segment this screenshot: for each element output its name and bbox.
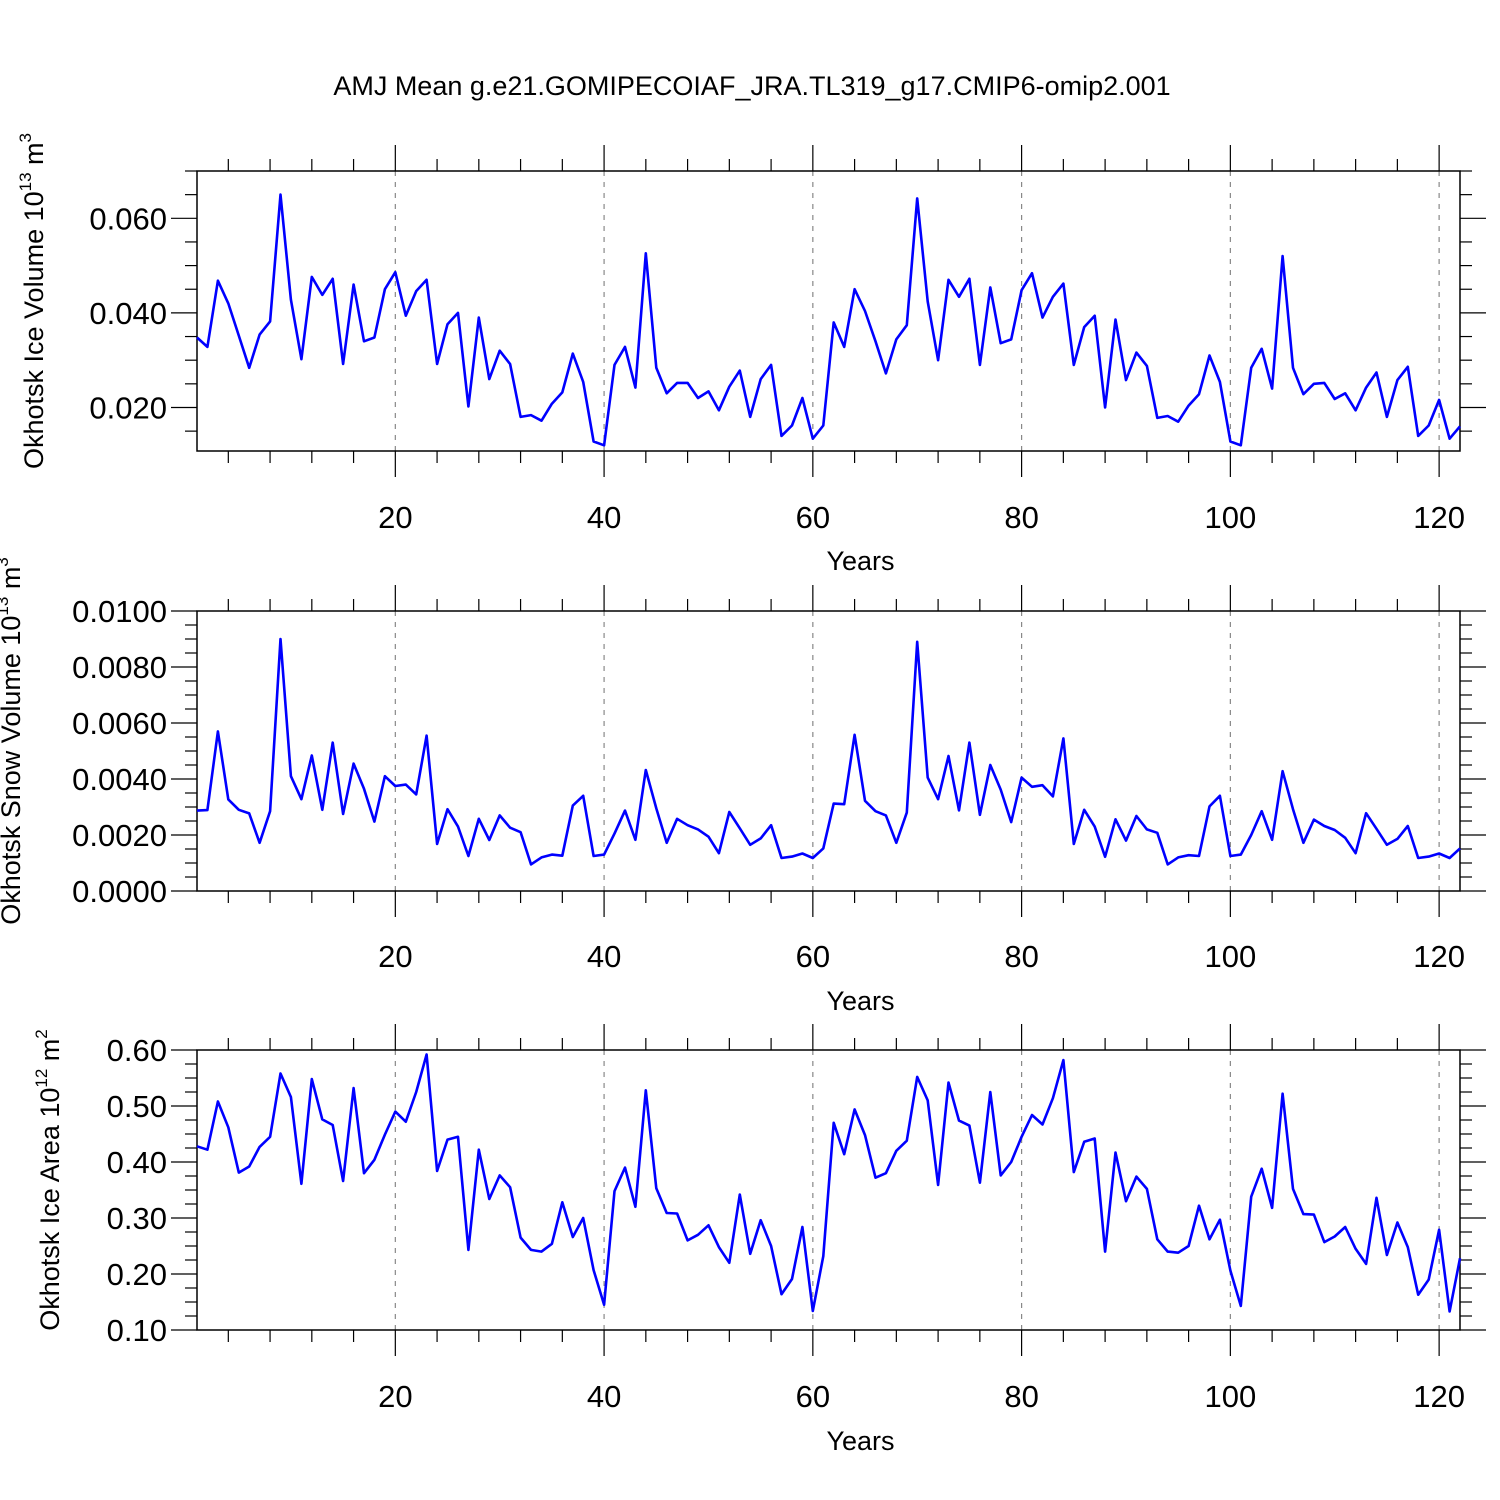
y-axis-label-main: Okhotsk Ice Volume 10 xyxy=(19,191,49,469)
x-tick-label: 80 xyxy=(1004,1379,1038,1414)
y-tick-label: 0.040 xyxy=(89,296,167,331)
x-axis-label: Years xyxy=(826,546,894,576)
y-axis-label-exponent: 13 xyxy=(0,597,12,616)
plot-frame xyxy=(196,610,1461,892)
x-tick-label: 60 xyxy=(796,1379,830,1414)
y-tick-label: 0.0100 xyxy=(72,594,167,629)
y-tick-label: 0.30 xyxy=(107,1201,167,1236)
x-tick-label: 60 xyxy=(796,500,830,535)
panel-2: 20 40 60 80 100 120 0.0000 0.0020 0.0040 0.0060 0.… xyxy=(0,557,1486,1016)
x-tick-label: 120 xyxy=(1413,1379,1465,1414)
y-tick-label: 0.060 xyxy=(89,201,167,236)
series-line-1 xyxy=(196,193,1461,447)
y-tick-label: 0.0060 xyxy=(72,706,167,741)
y-tick-label: 0.20 xyxy=(107,1257,167,1292)
y-axis-label-exponent: 13 xyxy=(16,172,35,191)
series-line-1 xyxy=(196,1053,1462,1313)
panels: 20 40 60 80 100 120 0.020 0.040 0.060 Years Okhots… xyxy=(0,133,1486,1456)
y-tick-label: 0.40 xyxy=(107,1145,167,1180)
panel-3: 20 40 60 80 100 120 0.10 0.20 0.30 0.40 0.50 0.60 Ye… xyxy=(32,1024,1486,1456)
y-tick-label: 0.0020 xyxy=(72,818,167,853)
x-tick-label: 40 xyxy=(587,500,621,535)
y-tick-label: 0.0000 xyxy=(72,874,167,909)
x-tick-label: 20 xyxy=(378,1379,412,1414)
y-tick-label: 0.60 xyxy=(107,1033,167,1068)
x-tick-label: 40 xyxy=(587,1379,621,1414)
y-tick-label: 0.0080 xyxy=(72,650,167,685)
series-line-1 xyxy=(196,637,1461,866)
plot-frame xyxy=(196,170,1461,452)
y-axis-label-exponent: 12 xyxy=(32,1069,51,1088)
x-tick-label: 40 xyxy=(587,939,621,974)
y-tick-label: 0.50 xyxy=(107,1089,167,1124)
x-tick-label: 80 xyxy=(1004,500,1038,535)
y-axis-label: Okhotsk Snow Volume 1013 m3 xyxy=(0,557,26,925)
figure-title: AMJ Mean g.e21.GOMIPECOIAF_JRA.TL319_g17… xyxy=(333,71,1170,101)
y-axis-label: Okhotsk Ice Volume 1013 m3 xyxy=(16,133,49,469)
y-axis-label-main: Okhotsk Snow Volume 10 xyxy=(0,616,26,925)
x-axis-label: Years xyxy=(826,986,894,1016)
x-tick-label: 20 xyxy=(378,500,412,535)
y-axis-label-unit-exponent: 2 xyxy=(32,1029,51,1038)
y-axis-label-unit: m xyxy=(19,142,49,172)
y-axis-label-unit: m xyxy=(0,567,26,597)
x-tick-label: 120 xyxy=(1413,939,1465,974)
y-tick-label: 0.0040 xyxy=(72,762,167,797)
y-axis-label-main: Okhotsk Ice Area 10 xyxy=(35,1088,65,1331)
y-axis-label-unit-exponent: 3 xyxy=(16,133,35,142)
y-tick-label: 0.10 xyxy=(107,1313,167,1348)
y-axis-label-unit-exponent: 3 xyxy=(0,557,12,566)
panel-1: 20 40 60 80 100 120 0.020 0.040 0.060 Years Okhots… xyxy=(16,133,1486,576)
x-tick-label: 60 xyxy=(796,939,830,974)
x-axis-label: Years xyxy=(826,1426,894,1456)
y-axis-label-unit: m xyxy=(35,1039,65,1069)
x-tick-label: 80 xyxy=(1004,939,1038,974)
x-tick-label: 100 xyxy=(1204,939,1256,974)
x-tick-label: 20 xyxy=(378,939,412,974)
x-tick-label: 120 xyxy=(1413,500,1465,535)
x-tick-label: 100 xyxy=(1204,500,1256,535)
y-tick-label: 0.020 xyxy=(89,390,167,425)
y-axis-label: Okhotsk Ice Area 1012 m2 xyxy=(32,1029,65,1331)
x-tick-label: 100 xyxy=(1204,1379,1256,1414)
